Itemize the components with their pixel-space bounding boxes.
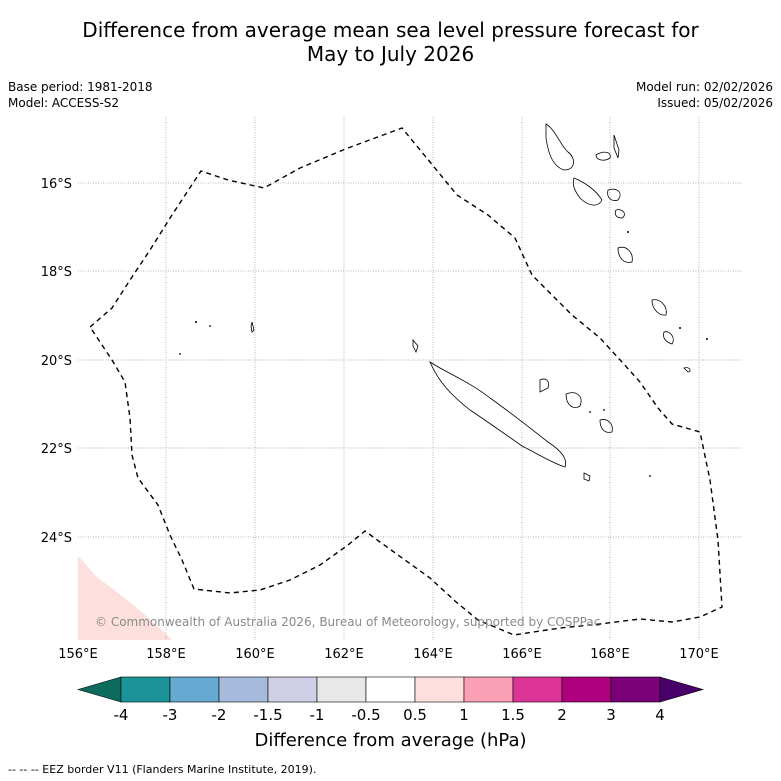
colorbar-tick-label: -4 bbox=[114, 706, 129, 724]
small-islets bbox=[179, 231, 708, 477]
land-outlines bbox=[250, 123, 691, 482]
colorbar-tick-label: 0.5 bbox=[403, 706, 427, 724]
colorbar-title: Difference from average (hPa) bbox=[254, 730, 527, 751]
colorbar-labels: -4 -3 -2 -1.5 -1 -0.5 0.5 1 1.5 2 3 4 bbox=[114, 706, 665, 724]
colorbar-swatch bbox=[512, 676, 563, 703]
malekula bbox=[572, 177, 603, 206]
eez-border bbox=[89, 127, 723, 636]
lon-label: 156°E bbox=[58, 647, 98, 662]
model-name: Model: ACCESS-S2 bbox=[8, 96, 120, 110]
belep-islands bbox=[412, 338, 419, 354]
eez-legend-note: -- -- -- EEZ border V11 (Flanders Marine… bbox=[8, 763, 317, 776]
ouvea bbox=[539, 378, 549, 393]
graticule bbox=[78, 117, 743, 640]
colorbar-tick-label: -0.5 bbox=[351, 706, 380, 724]
aneityum bbox=[683, 367, 691, 373]
colorbar-swatch bbox=[120, 676, 171, 703]
lat-label: 16°S bbox=[41, 177, 72, 192]
ambae bbox=[595, 151, 611, 161]
colorbar-tick-label: -1.5 bbox=[253, 706, 282, 724]
colorbar-tick-label: -2 bbox=[212, 706, 227, 724]
lon-label: 166°E bbox=[502, 647, 542, 662]
lat-label: 22°S bbox=[41, 442, 72, 457]
lat-label: 18°S bbox=[41, 265, 72, 280]
colorbar-swatch bbox=[463, 676, 514, 703]
new-caledonia bbox=[429, 360, 567, 468]
shepherd-islands bbox=[614, 209, 625, 219]
lat-label: 24°S bbox=[41, 531, 72, 546]
colorbar-swatch bbox=[365, 676, 416, 703]
maewo-pentecost bbox=[613, 134, 620, 159]
latitude-labels: 16°S 18°S 20°S 22°S 24°S bbox=[41, 177, 72, 546]
colorbar-swatch bbox=[267, 676, 318, 703]
colorbar-extend-high bbox=[659, 676, 705, 703]
colorbar-swatch bbox=[414, 676, 465, 703]
issued-date: Issued: 05/02/2026 bbox=[657, 96, 773, 110]
epi bbox=[607, 188, 621, 201]
lat-label: 20°S bbox=[41, 354, 72, 369]
colorbar-tick-label: -3 bbox=[163, 706, 178, 724]
copyright-notice: © Commonwealth of Australia 2026, Bureau… bbox=[95, 615, 600, 629]
colorbar-swatch bbox=[610, 676, 661, 703]
lifou bbox=[565, 392, 582, 408]
efate bbox=[617, 246, 633, 263]
lon-label: 162°E bbox=[324, 647, 364, 662]
longitude-labels: 156°E 158°E 160°E 162°E 164°E 166°E 168°… bbox=[58, 647, 719, 662]
colorbar-tick-label: 2 bbox=[557, 706, 567, 724]
tanna bbox=[663, 331, 674, 345]
colorbar-tick-label: 4 bbox=[655, 706, 665, 724]
lon-label: 168°E bbox=[590, 647, 630, 662]
lon-label: 158°E bbox=[146, 647, 186, 662]
colorbar-tick-label: 1 bbox=[459, 706, 469, 724]
title-line-1: Difference from average mean sea level p… bbox=[82, 18, 699, 42]
colorbar-tick-label: -1 bbox=[310, 706, 325, 724]
isle-of-pines bbox=[583, 472, 591, 482]
model-run: Model run: 02/02/2026 bbox=[635, 80, 773, 94]
colorbar-swatch bbox=[218, 676, 269, 703]
chart-title: Difference from average mean sea level p… bbox=[0, 18, 781, 66]
colorbar bbox=[76, 676, 705, 703]
info-right: Model run: 02/02/2026 Issued: 05/02/2026 bbox=[636, 79, 773, 111]
colorbar-tick-label: 3 bbox=[606, 706, 616, 724]
espiritu-santo bbox=[545, 123, 574, 171]
lon-label: 160°E bbox=[235, 647, 275, 662]
colorbar-swatch bbox=[561, 676, 612, 703]
mare bbox=[599, 419, 613, 433]
lon-label: 164°E bbox=[413, 647, 453, 662]
lon-label: 170°E bbox=[679, 647, 719, 662]
erromango bbox=[651, 299, 667, 316]
pressure-anomaly-area bbox=[78, 556, 172, 640]
title-line-2: May to July 2026 bbox=[306, 42, 475, 66]
colorbar-tick-label: 1.5 bbox=[501, 706, 525, 724]
base-period: Base period: 1981-2018 bbox=[8, 80, 153, 94]
colorbar-swatch bbox=[169, 676, 220, 703]
small-island-1 bbox=[250, 321, 255, 333]
colorbar-extend-low bbox=[76, 676, 122, 703]
info-left: Base period: 1981-2018 Model: ACCESS-S2 bbox=[8, 79, 153, 111]
colorbar-swatch bbox=[316, 676, 367, 703]
